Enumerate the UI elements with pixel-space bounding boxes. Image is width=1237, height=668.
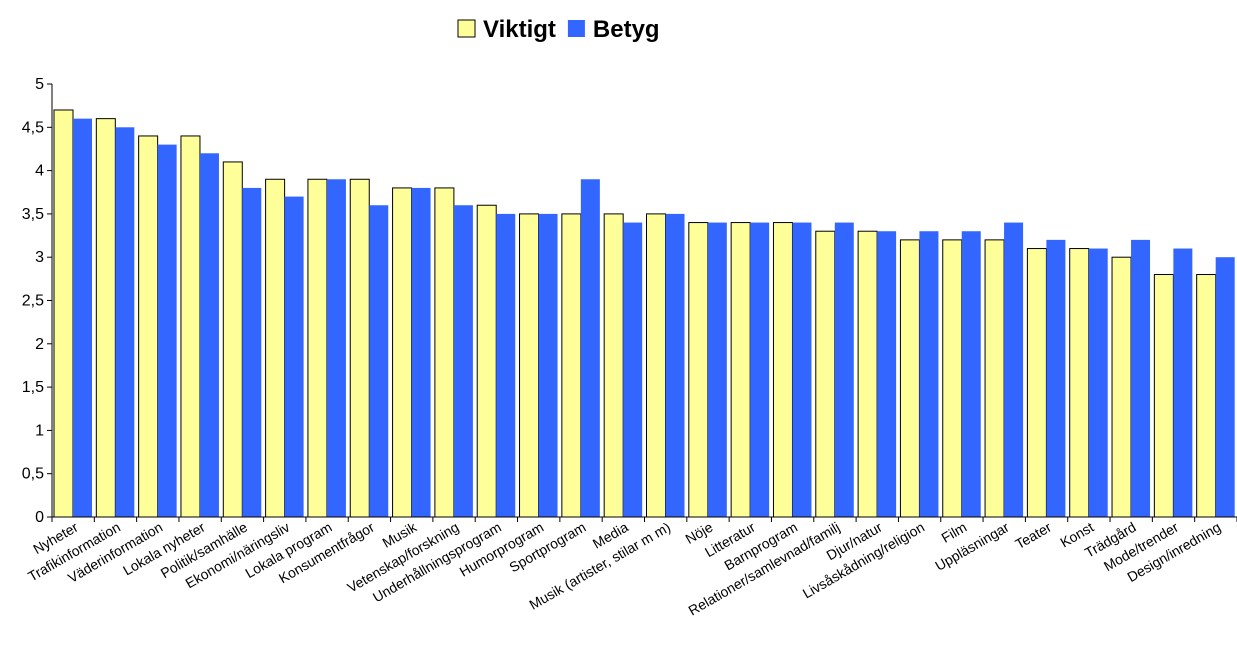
bar xyxy=(519,213,540,518)
x-tick-label: Uppläsningar xyxy=(932,519,1012,574)
bar xyxy=(1069,248,1090,518)
bar xyxy=(115,127,135,518)
bar xyxy=(1131,239,1151,517)
bar xyxy=(1215,257,1235,517)
legend-swatch xyxy=(457,19,476,38)
bar xyxy=(857,230,878,518)
bar xyxy=(73,118,92,517)
bar xyxy=(1026,248,1047,518)
bar xyxy=(792,222,812,517)
bar xyxy=(984,239,1005,518)
x-tick-label: Teater xyxy=(1012,519,1054,552)
bar xyxy=(199,153,219,517)
bar xyxy=(623,222,643,517)
bar xyxy=(1196,274,1217,518)
bar xyxy=(1111,256,1132,518)
y-tick-label: 3 xyxy=(35,249,44,266)
bar xyxy=(665,213,685,517)
bar xyxy=(603,213,624,518)
bar xyxy=(707,222,727,517)
legend-swatch xyxy=(567,20,585,37)
bar xyxy=(180,135,201,518)
y-tick-label: 0 xyxy=(35,509,44,526)
bar xyxy=(688,222,709,518)
y-tick-label: 4,5 xyxy=(22,119,44,136)
bar xyxy=(138,135,159,518)
bar xyxy=(899,239,920,518)
bar xyxy=(392,187,413,518)
bar xyxy=(242,187,262,518)
bar xyxy=(1004,222,1024,517)
bar xyxy=(561,213,582,518)
bar xyxy=(265,178,286,518)
bar xyxy=(538,213,558,517)
bar xyxy=(834,222,854,517)
y-tick-label: 0,5 xyxy=(22,466,44,483)
bar xyxy=(369,205,389,518)
y-tick-label: 2,5 xyxy=(22,293,44,310)
bar xyxy=(284,196,304,517)
legend-label: Viktigt xyxy=(483,16,556,43)
bar xyxy=(496,213,516,517)
y-tick-label: 1 xyxy=(35,422,44,439)
bar xyxy=(919,231,939,517)
bar xyxy=(434,187,455,518)
bar xyxy=(815,230,836,518)
y-tick-label: 5 xyxy=(35,76,44,93)
bar xyxy=(453,205,473,518)
y-tick-label: 1,5 xyxy=(22,379,44,396)
bar xyxy=(750,222,770,517)
bar xyxy=(1046,239,1066,517)
bar xyxy=(411,187,431,518)
bar xyxy=(942,239,963,518)
y-tick-label: 4 xyxy=(35,163,44,180)
bar xyxy=(1173,248,1193,518)
bar xyxy=(730,222,751,518)
bar xyxy=(307,178,328,518)
bar xyxy=(53,109,74,518)
bar xyxy=(1153,274,1174,518)
bar xyxy=(349,178,370,518)
bar xyxy=(1088,248,1108,518)
bar xyxy=(222,161,243,518)
y-tick-label: 2 xyxy=(35,336,44,353)
bar xyxy=(95,118,116,518)
bar xyxy=(326,179,346,517)
bar xyxy=(772,222,793,518)
bar xyxy=(877,231,897,517)
bar xyxy=(157,144,177,517)
bar xyxy=(961,231,981,517)
bar xyxy=(476,204,497,518)
bar xyxy=(646,213,666,518)
y-tick-label: 3,5 xyxy=(22,206,44,223)
bar xyxy=(580,179,600,517)
legend-label: Betyg xyxy=(593,16,660,43)
